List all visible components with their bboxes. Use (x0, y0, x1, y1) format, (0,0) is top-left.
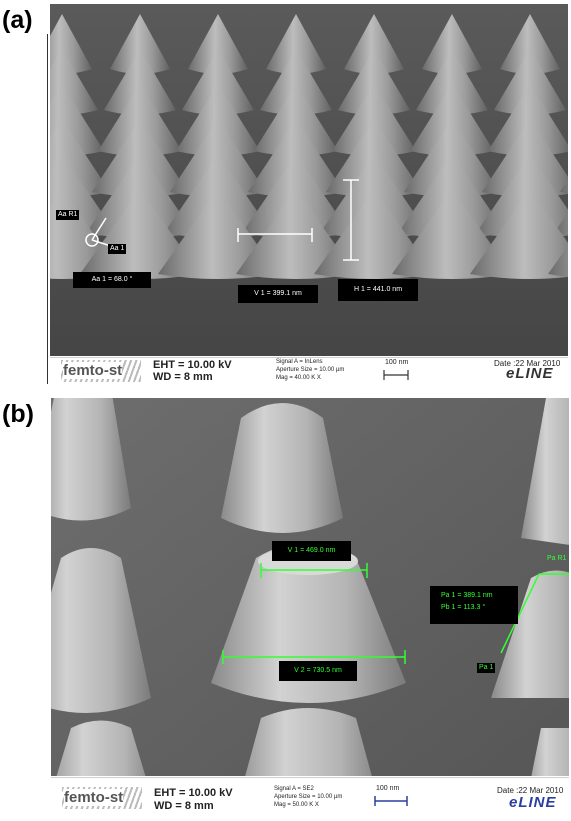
v1-measure-box: V 1 = 469.0 nm (272, 541, 351, 561)
panel-b-label: (b) (2, 400, 34, 428)
wd-value: WD = 8 mm (154, 800, 214, 812)
nanocone (566, 147, 568, 152)
femto-st-logo: femto-st (62, 787, 142, 809)
sem-image-panel-a: Aa R1 Aa 1 Aa 1 = 68.0 ° V 1 = 399.1 nm … (50, 4, 568, 382)
nanocone (80, 189, 200, 279)
nanocone (494, 49, 566, 115)
nanocone (188, 14, 248, 74)
nanocone (266, 14, 326, 74)
date-value: Date :22 Mar 2010 (497, 786, 564, 795)
pa-value: Pa 1 = 389.1 nm (441, 592, 493, 599)
eline-brand: eLINE (506, 365, 554, 382)
sem-info-bar-a: femto-st EHT = 10.00 kV WD = 8 mm Signal… (50, 357, 568, 383)
aperture-value: Aperture Size = 10.00 µm (274, 794, 343, 800)
nanocone (470, 189, 568, 279)
pb-value: Pb 1 = 113.3 ° (441, 604, 486, 611)
sem-image-panel-b: V 1 = 469.0 nm V 2 = 730.5 nm Pa 1 = 389… (51, 398, 569, 820)
nanocone (104, 49, 176, 115)
panel-a-label: (a) (2, 6, 33, 34)
eht-value: EHT = 10.00 kV (154, 787, 233, 799)
wd-value: WD = 8 mm (153, 371, 213, 383)
scale-bar (383, 370, 409, 380)
sem-info-bar-b: femto-st EHT = 10.00 kV WD = 8 mm Signal… (51, 777, 569, 820)
eline-brand: eLINE (509, 794, 557, 811)
nanocone (500, 14, 560, 74)
nanocone (560, 179, 568, 194)
pa-point-tag: Pa 1 (477, 663, 496, 673)
nanocone (182, 49, 254, 115)
nanocone (392, 189, 512, 279)
nanocone (482, 119, 568, 197)
h-measure-box: H 1 = 441.0 nm (338, 279, 418, 301)
eht-value: EHT = 10.00 kV (153, 359, 232, 371)
green-measure-lines (222, 563, 569, 664)
v-measure-box: V 1 = 399.1 nm (238, 285, 318, 303)
scale-bar-label: 100 nm (376, 785, 400, 792)
mag-value: Mag = 50.00 K X (274, 802, 319, 808)
signal-value: Signal A = SE2 (274, 786, 314, 792)
v2-measure-box: V 2 = 730.5 nm (279, 661, 357, 681)
angle-point-tag: Aa 1 (108, 244, 127, 254)
nanocone (158, 189, 278, 279)
aperture-value: Aperture Size = 10.00 µm (276, 367, 345, 373)
date-value: Date :22 Mar 2010 (494, 359, 561, 368)
angle-ref-tag: Aa R1 (56, 210, 80, 220)
pa-ref-tag: Pa R1 (547, 555, 567, 562)
mag-value: Mag = 40.00 K X (276, 375, 321, 381)
nanocone (260, 49, 332, 115)
nanocone (344, 14, 404, 74)
scale-bar (374, 796, 408, 806)
scale-bar-label: 100 nm (385, 359, 409, 366)
nanocone-array-image (50, 4, 568, 382)
nanocone (338, 49, 410, 115)
nanocone (548, 245, 568, 277)
nanocone (488, 84, 568, 156)
pa-pb-measure-box: Pa 1 = 389.1 nm Pb 1 = 113.3 ° (430, 586, 518, 624)
nanocone (314, 189, 434, 279)
angle-measure-box: Aa 1 = 68.0 ° (73, 272, 151, 288)
nanocone (422, 14, 482, 74)
divider-line (47, 34, 48, 384)
signal-value: Signal A = InLens (276, 359, 323, 365)
femto-st-logo: femto-st (61, 360, 141, 382)
nanocone (110, 14, 170, 74)
nanocone (416, 49, 488, 115)
